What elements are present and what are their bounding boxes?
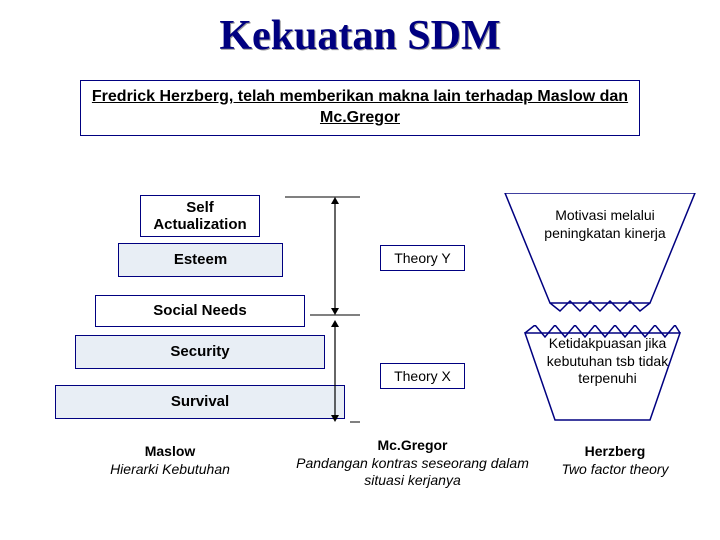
maslow-level-3: Security	[75, 335, 325, 369]
subtitle-box: Fredrick Herzberg, telah memberikan makn…	[80, 80, 640, 136]
maslow-level-1: Esteem	[118, 243, 283, 277]
diagram-area: Self Actualization Esteem Social Needs Secu…	[0, 175, 720, 535]
theory-x-box: Theory X	[380, 363, 465, 389]
page-title: Kekuatan SDM	[0, 0, 720, 60]
maslow-caption-head: Maslow	[85, 443, 255, 461]
herzberg-caption-sub: Two factor theory	[535, 461, 695, 479]
theory-y-label: Theory Y	[394, 250, 451, 266]
maslow-level-2: Social Needs	[95, 295, 305, 327]
mcgregor-caption-sub: Pandangan kontras seseorang dalam situas…	[290, 455, 535, 490]
mcgregor-caption: Mc.Gregor Pandangan kontras seseorang da…	[290, 437, 535, 490]
herzberg-caption: Herzberg Two factor theory	[535, 443, 695, 478]
maslow-level-4: Survival	[55, 385, 345, 419]
herzberg-caption-head: Herzberg	[535, 443, 695, 461]
maslow-level-0: Self Actualization	[140, 195, 260, 237]
funnel-top-text: Motivasi melalui peningkatan kinerja	[525, 207, 685, 242]
maslow-caption-sub: Hierarki Kebutuhan	[85, 461, 255, 479]
theory-y-box: Theory Y	[380, 245, 465, 271]
mcgregor-caption-head: Mc.Gregor	[290, 437, 535, 455]
funnel-bot-text: Ketidakpuasan jika kebutuhan tsb tidak t…	[540, 335, 675, 388]
theory-x-label: Theory X	[394, 368, 451, 384]
maslow-caption: Maslow Hierarki Kebutuhan	[85, 443, 255, 478]
